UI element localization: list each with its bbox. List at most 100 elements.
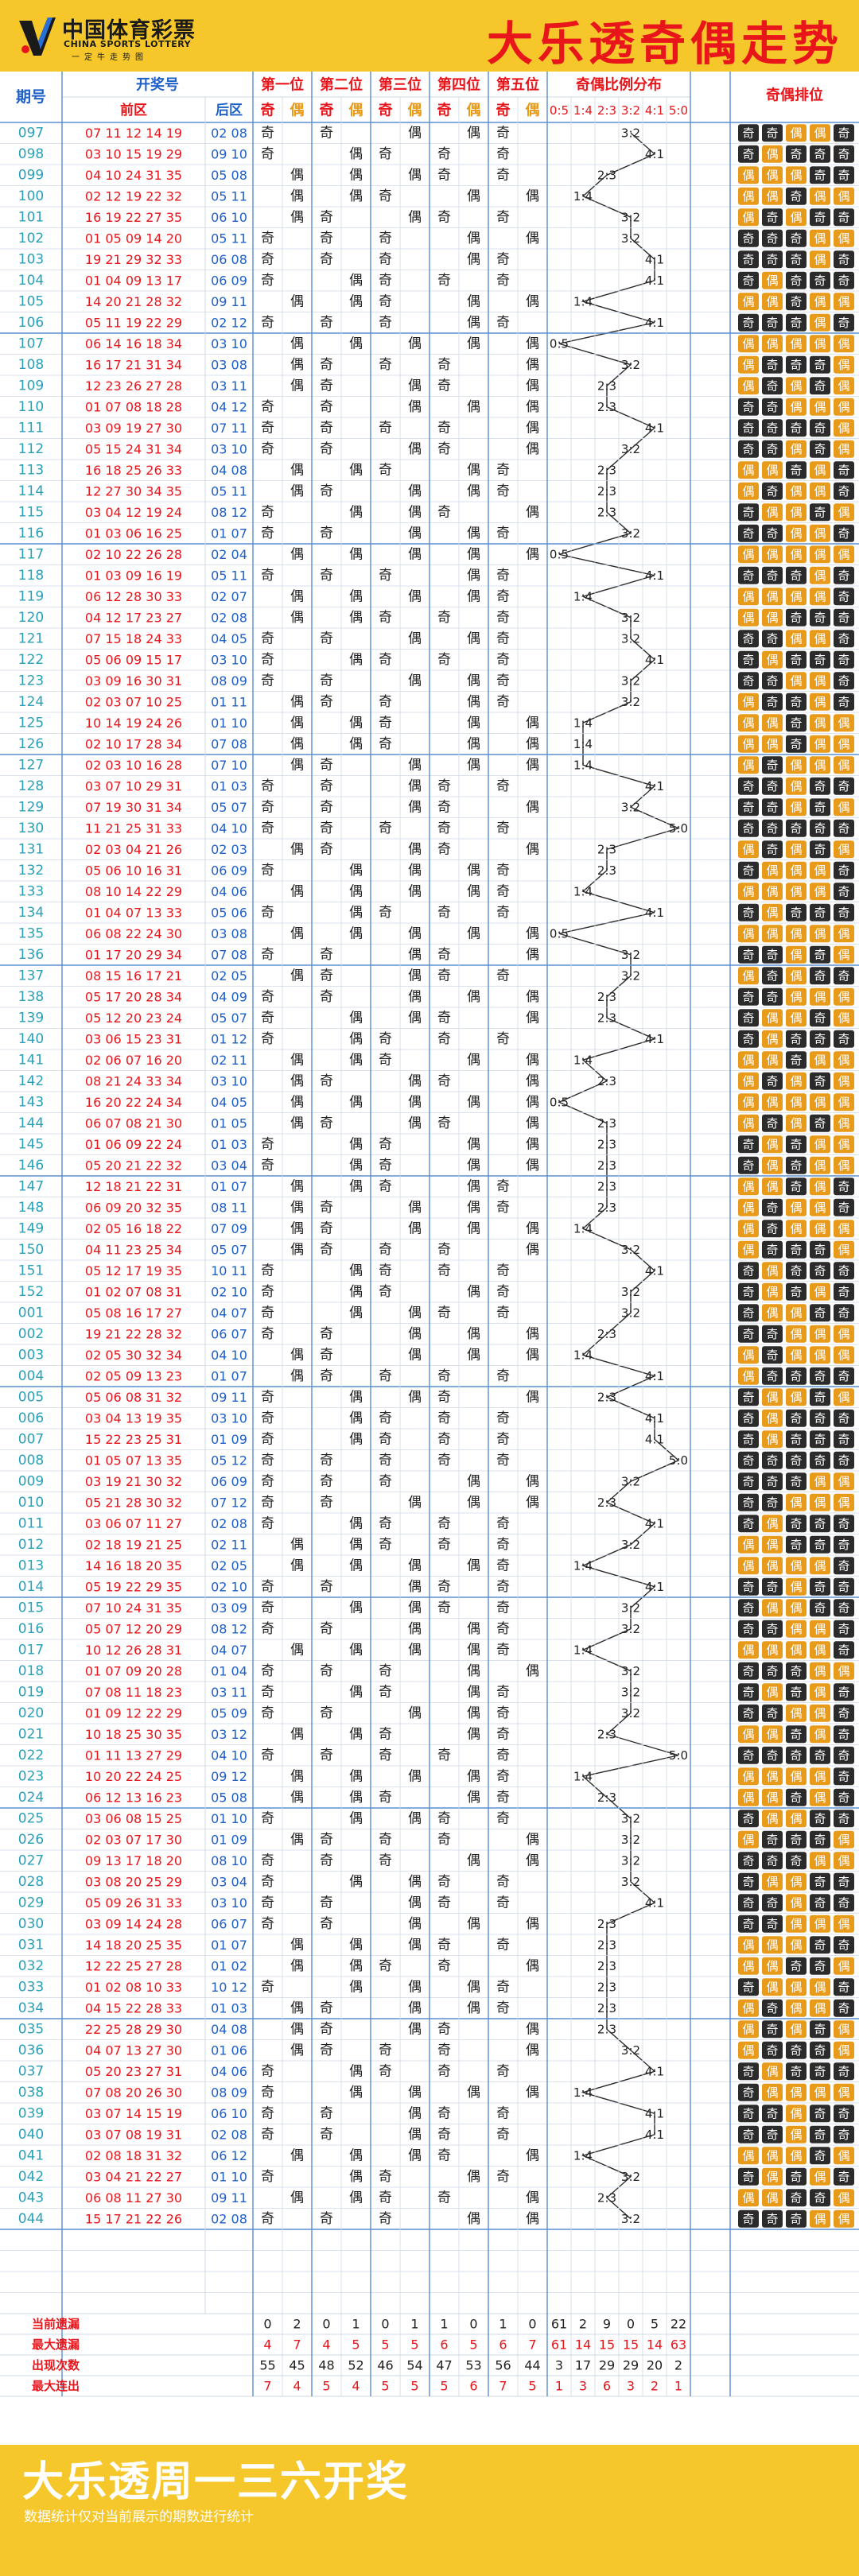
ratio-mark: 5:0 xyxy=(669,821,688,836)
position-mark: 偶 xyxy=(526,2043,539,2058)
back-numbers-cell: 01 03 xyxy=(211,778,247,793)
ratio-mark: 2:3 xyxy=(597,1116,616,1131)
position-mark: 偶 xyxy=(290,1115,304,1131)
position-mark: 奇 xyxy=(496,1979,510,1995)
pattern-badge-text: 奇 xyxy=(790,189,802,204)
pattern-badge-text: 奇 xyxy=(790,1748,802,1763)
pattern-badge-text: 奇 xyxy=(814,1538,826,1552)
position-mark: 偶 xyxy=(467,863,480,879)
position-mark: 偶 xyxy=(526,1832,539,1848)
front-numbers-cell: 05 06 09 15 17 xyxy=(85,652,182,667)
pattern-badge xyxy=(762,1430,783,1449)
position-mark: 奇 xyxy=(261,989,274,1005)
pattern-badge-text: 偶 xyxy=(814,863,826,878)
position-mark: 奇 xyxy=(379,1178,392,1194)
back-numbers-cell: 02 11 xyxy=(211,1537,247,1552)
pattern-badge xyxy=(738,1367,759,1385)
pattern-badge xyxy=(762,208,783,227)
pattern-badge-text: 奇 xyxy=(814,653,826,667)
pattern-badge-text: 奇 xyxy=(814,1074,826,1088)
pattern-badge xyxy=(738,461,759,479)
summary-label: 最大连出 xyxy=(32,2379,80,2393)
issue-cell: 032 xyxy=(18,1958,44,1974)
pattern-badge-text: 偶 xyxy=(766,168,778,182)
pattern-badge-text: 偶 xyxy=(766,1053,778,1067)
summary-value: 6 xyxy=(499,2337,507,2353)
front-numbers-cell: 03 09 14 24 28 xyxy=(85,1916,182,1931)
position-mark: 奇 xyxy=(437,821,451,836)
position-mark: 偶 xyxy=(408,1768,422,1784)
pattern-badge xyxy=(738,1915,759,1933)
pattern-badge-text: 奇 xyxy=(790,2212,802,2226)
pattern-badge-text: 奇 xyxy=(742,1600,754,1615)
back-numbers-cell: 01 11 xyxy=(211,694,247,709)
ratio-mark: 4:1 xyxy=(645,779,664,793)
pattern-badge xyxy=(738,1557,759,1575)
pattern-badge xyxy=(762,903,783,921)
pattern-badge-text: 奇 xyxy=(838,1600,849,1615)
pattern-badge-text: 偶 xyxy=(790,400,802,414)
pattern-badge-text: 奇 xyxy=(790,2064,802,2078)
issue-cell: 146 xyxy=(18,1158,44,1174)
pattern-badge-text: 奇 xyxy=(814,800,826,814)
back-numbers-cell: 02 07 xyxy=(211,589,247,604)
ratio-mark: 2:3 xyxy=(597,1158,616,1173)
position-mark: 奇 xyxy=(437,2043,451,2058)
front-numbers-cell: 12 18 21 22 31 xyxy=(85,1179,182,1194)
pattern-badge-text: 偶 xyxy=(742,1243,754,1257)
front-numbers-cell: 01 02 08 10 33 xyxy=(85,1980,182,1995)
pattern-badge-text: 奇 xyxy=(838,2001,849,2015)
pattern-badge xyxy=(762,861,783,879)
ratio-mark: 3:2 xyxy=(621,1664,640,1678)
position-mark: 偶 xyxy=(526,441,539,457)
issue-cell: 034 xyxy=(18,2000,44,2016)
pattern-badge-text: 偶 xyxy=(814,484,826,499)
back-numbers-cell: 03 08 xyxy=(211,357,247,372)
position-mark: 偶 xyxy=(408,378,422,394)
ratio-mark: 2:3 xyxy=(597,400,616,414)
position-mark: 偶 xyxy=(290,293,304,309)
pattern-badge xyxy=(786,124,807,142)
pattern-badge-text: 偶 xyxy=(838,505,849,519)
ratio-mark: 3:2 xyxy=(621,231,640,246)
position-mark: 奇 xyxy=(320,2021,333,2037)
pattern-badge-text: 奇 xyxy=(766,484,778,499)
position-mark: 偶 xyxy=(408,336,422,351)
pattern-badge-text: 奇 xyxy=(790,1411,802,1426)
pattern-badge xyxy=(786,1810,807,1828)
pattern-badge-text: 奇 xyxy=(838,611,849,625)
issue-cell: 035 xyxy=(18,2021,44,2037)
position-mark: 奇 xyxy=(379,188,392,204)
pattern-badge xyxy=(834,672,854,690)
position-mark: 奇 xyxy=(496,1178,510,1194)
position-mark: 偶 xyxy=(408,1895,422,1911)
position-mark: 奇 xyxy=(379,652,392,668)
pattern-badge xyxy=(738,1282,759,1301)
position-mark: 奇 xyxy=(496,778,510,794)
summary-value: 6 xyxy=(469,2379,477,2394)
pattern-badge-text: 奇 xyxy=(742,2128,754,2142)
front-numbers-cell: 03 04 13 19 35 xyxy=(85,1410,182,1426)
position-mark: 奇 xyxy=(437,652,451,668)
pattern-badge-text: 偶 xyxy=(814,547,826,561)
pattern-badge-text: 奇 xyxy=(838,1748,849,1763)
pattern-badge-text: 奇 xyxy=(742,990,754,1004)
pattern-badge-text: 偶 xyxy=(790,800,802,814)
position-mark: 偶 xyxy=(349,1600,363,1616)
pattern-badge-text: 奇 xyxy=(766,2128,778,2142)
back-numbers-cell: 09 12 xyxy=(211,1769,247,1784)
position-mark: 偶 xyxy=(349,2063,363,2079)
pattern-badge-text: 偶 xyxy=(766,189,778,204)
pattern-badge-text: 奇 xyxy=(766,842,778,856)
pattern-badge-text: 偶 xyxy=(766,1285,778,1299)
pattern-badge-text: 奇 xyxy=(742,1432,754,1446)
header-ratio-col: 5:0 xyxy=(669,103,688,118)
header-front: 前区 xyxy=(120,102,147,118)
page-title: 大乐透奇偶走势 xyxy=(486,17,843,71)
position-mark: 偶 xyxy=(349,1979,363,1995)
summary-value: 22 xyxy=(670,2317,686,2332)
front-numbers-cell: 10 18 25 30 35 xyxy=(85,1727,182,1742)
position-mark: 偶 xyxy=(290,1368,304,1384)
position-mark: 奇 xyxy=(437,2127,451,2143)
pattern-badge xyxy=(834,1114,854,1132)
